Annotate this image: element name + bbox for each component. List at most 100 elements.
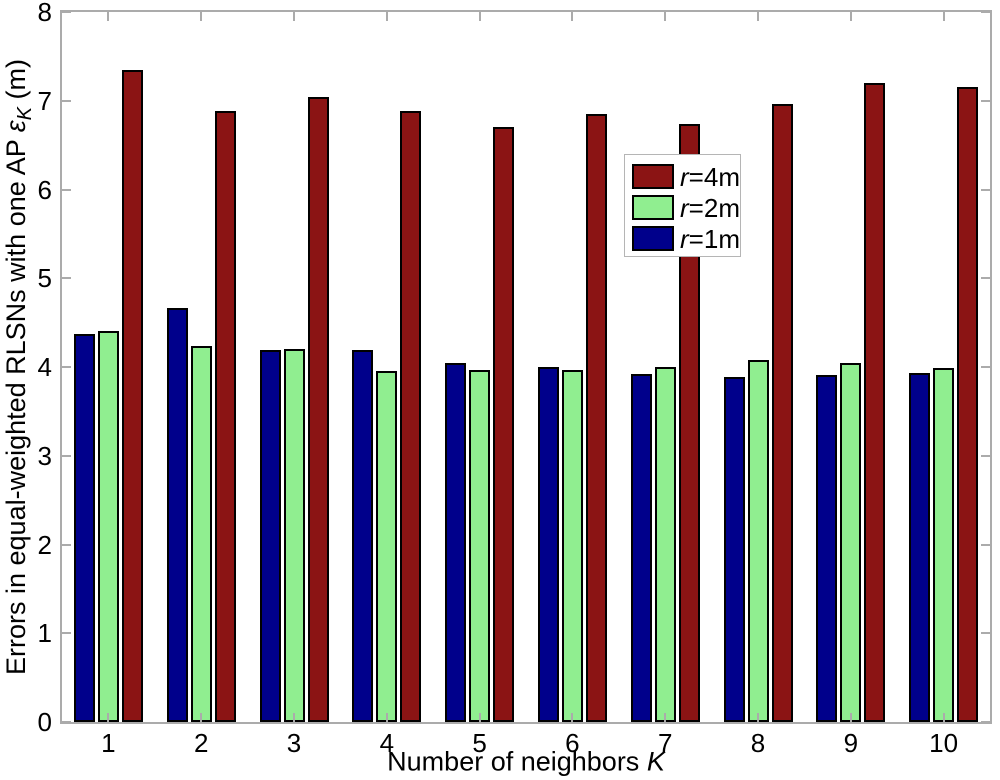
x-tick-label-7: 7 bbox=[657, 728, 673, 758]
x-tick-label-3: 3 bbox=[286, 728, 302, 758]
bar-r4m-K6 bbox=[585, 114, 607, 722]
x-tick-label-4: 4 bbox=[379, 728, 395, 758]
x-tick-top-2 bbox=[200, 12, 203, 21]
y-tick-8 bbox=[62, 11, 71, 13]
bar-r4m-K9 bbox=[864, 83, 886, 722]
x-tick-top-5 bbox=[478, 12, 481, 21]
bar-r4m-K7 bbox=[678, 123, 700, 722]
x-tick-top-8 bbox=[757, 12, 759, 21]
y-tick-right-7 bbox=[981, 99, 990, 102]
bar-r1m-K10 bbox=[909, 373, 931, 722]
legend-label-1: r=2m bbox=[680, 192, 740, 223]
y-tick-right-2 bbox=[981, 543, 990, 546]
bar-r4m-K1 bbox=[121, 69, 143, 722]
y-tick-right-3 bbox=[981, 454, 990, 457]
legend-item-r1m: r=1m bbox=[632, 223, 740, 254]
legend-swatch-2 bbox=[632, 226, 674, 251]
y-tick-label-4: 4 bbox=[37, 352, 52, 382]
x-tick-top-10 bbox=[942, 12, 945, 21]
y-tick-label-8: 8 bbox=[37, 0, 52, 27]
x-tick-top-9 bbox=[849, 12, 852, 21]
x-tick-5 bbox=[478, 713, 481, 722]
x-axis-label: Number of neighbors K bbox=[387, 747, 665, 778]
bar-r2m-K4 bbox=[376, 370, 398, 722]
y-tick-right-6 bbox=[981, 188, 990, 191]
y-tick-label-3: 3 bbox=[37, 440, 52, 471]
bar-r1m-K1 bbox=[73, 334, 95, 722]
y-axis-epsilon-symbol: ε bbox=[0, 120, 31, 133]
y-tick-label-2: 2 bbox=[37, 529, 52, 560]
x-tick-6 bbox=[571, 713, 574, 722]
legend-label-0: r=4m bbox=[680, 161, 740, 192]
legend-label-2: r=1m bbox=[680, 223, 740, 254]
x-tick-label-6: 6 bbox=[565, 728, 580, 758]
x-tick-9 bbox=[849, 713, 852, 722]
y-tick-5 bbox=[62, 277, 71, 280]
bar-r1m-K8 bbox=[723, 376, 745, 722]
y-tick-6 bbox=[62, 188, 71, 191]
bar-r2m-K1 bbox=[97, 330, 119, 722]
y-tick-label-7: 7 bbox=[37, 85, 52, 116]
bar-r1m-K2 bbox=[166, 307, 188, 722]
x-tick-label-10: 10 bbox=[929, 728, 959, 758]
bar-r1m-K3 bbox=[259, 350, 281, 722]
x-tick-label-2: 2 bbox=[193, 728, 209, 758]
bar-r1m-K6 bbox=[537, 367, 559, 722]
legend-swatch-0 bbox=[632, 164, 674, 189]
bar-r4m-K2 bbox=[214, 111, 236, 722]
bar-r1m-K9 bbox=[816, 375, 838, 722]
y-tick-1 bbox=[62, 632, 71, 635]
x-tick-1 bbox=[107, 713, 110, 722]
bar-r2m-K10 bbox=[933, 367, 955, 722]
legend-swatch-1 bbox=[632, 195, 674, 220]
legend: r=4m r=2m r=1m bbox=[624, 154, 741, 257]
bar-r4m-K3 bbox=[307, 97, 329, 722]
bar-r1m-K7 bbox=[630, 374, 652, 722]
bar-r4m-K4 bbox=[400, 111, 422, 722]
y-tick-label-0: 0 bbox=[37, 707, 52, 737]
legend-item-r4m: r=4m bbox=[632, 161, 740, 192]
y-tick-right-1 bbox=[981, 632, 990, 635]
y-tick-0 bbox=[62, 721, 71, 723]
legend-item-r2m: r=2m bbox=[632, 192, 740, 223]
bar-r4m-K10 bbox=[957, 86, 979, 722]
x-tick-label-1: 1 bbox=[101, 728, 116, 758]
y-tick-label-5: 5 bbox=[37, 263, 52, 294]
plot-area: r=4m r=2m r=1m bbox=[60, 10, 992, 724]
bar-r4m-K8 bbox=[771, 104, 793, 722]
bar-r1m-K5 bbox=[445, 362, 467, 722]
x-tick-top-6 bbox=[571, 12, 574, 21]
x-tick-2 bbox=[200, 713, 203, 722]
y-tick-right-0 bbox=[981, 721, 990, 723]
bar-r2m-K9 bbox=[840, 362, 862, 722]
bar-r2m-K8 bbox=[747, 359, 769, 722]
x-tick-7 bbox=[664, 713, 667, 722]
x-tick-4 bbox=[385, 713, 388, 722]
y-tick-3 bbox=[62, 454, 71, 457]
y-axis-label-text: Errors in equal-weighted RLSNs with one … bbox=[0, 132, 31, 675]
bar-r2m-K7 bbox=[654, 367, 676, 722]
y-tick-7 bbox=[62, 99, 71, 102]
bar-r4m-K5 bbox=[493, 127, 515, 722]
x-tick-10 bbox=[942, 713, 945, 722]
y-tick-label-6: 6 bbox=[37, 174, 52, 205]
bar-r1m-K4 bbox=[352, 350, 374, 722]
x-tick-top-4 bbox=[385, 12, 388, 21]
x-tick-label-9: 9 bbox=[843, 728, 859, 758]
x-tick-top-1 bbox=[107, 12, 110, 21]
x-tick-label-5: 5 bbox=[472, 728, 487, 758]
x-axis-label-text: Number of neighbors bbox=[387, 746, 647, 777]
x-tick-3 bbox=[293, 713, 295, 722]
y-tick-right-5 bbox=[981, 277, 990, 280]
y-tick-right-8 bbox=[981, 11, 990, 13]
bar-r2m-K2 bbox=[190, 345, 212, 722]
x-tick-top-3 bbox=[293, 12, 295, 21]
y-tick-4 bbox=[62, 366, 71, 368]
x-axis-k-symbol: K bbox=[646, 746, 665, 777]
x-tick-top-7 bbox=[664, 12, 667, 21]
bar-r2m-K3 bbox=[283, 349, 305, 722]
bar-r2m-K6 bbox=[561, 369, 583, 722]
x-tick-label-8: 8 bbox=[750, 728, 766, 758]
x-tick-8 bbox=[757, 713, 759, 722]
